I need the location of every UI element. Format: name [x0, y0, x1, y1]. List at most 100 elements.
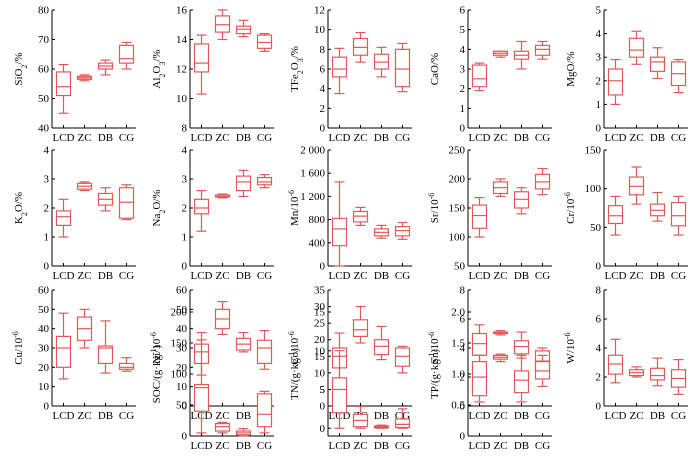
- y-tick-label: 0.5: [451, 400, 465, 412]
- box-lcd: [193, 190, 210, 232]
- y-axis-label: TFe2O3/%: [289, 46, 305, 92]
- y-tick-label: 6: [596, 314, 602, 326]
- category-label: ZC: [215, 440, 229, 452]
- category-label: ZC: [353, 270, 367, 282]
- box-cg: [534, 40, 551, 60]
- iqr-box: [373, 339, 390, 356]
- category-label: CG: [395, 270, 410, 282]
- category-label: LCD: [191, 440, 213, 452]
- panel-6: 0 1 2 3 4 Na2O/% LCD ZC DB CG: [151, 145, 274, 282]
- y-tick-label: 5: [460, 24, 466, 36]
- box-db: [97, 187, 114, 212]
- iqr-box: [513, 370, 530, 394]
- iqr-box: [235, 175, 252, 192]
- y-tick-label: 3: [460, 64, 466, 76]
- y-tick-label: 50: [38, 304, 50, 316]
- box-lcd: [331, 350, 348, 429]
- y-tick-label: 0: [182, 261, 188, 273]
- box-db: [649, 191, 666, 222]
- box-lcd: [55, 63, 72, 114]
- box-db: [373, 46, 390, 78]
- iqr-box: [55, 71, 72, 97]
- box-db: [235, 331, 252, 353]
- category-label: ZC: [493, 410, 507, 422]
- panel-3: 0 1 2 3 4 5 6 CaO/% LCD ZC DB CG: [429, 5, 552, 144]
- box-lcd: [55, 312, 72, 380]
- box-cg: [534, 167, 551, 196]
- y-tick-label: 1: [182, 232, 188, 244]
- iqr-box: [214, 15, 231, 33]
- y-tick-label: 35: [314, 285, 326, 297]
- iqr-box: [628, 37, 645, 58]
- y-tick-label: 5: [596, 5, 602, 17]
- box-lcd: [331, 181, 348, 267]
- y-tick-label: 1: [596, 99, 602, 111]
- y-tick-label: 4: [596, 28, 602, 40]
- category-label: ZC: [493, 440, 507, 452]
- box-cg: [256, 330, 273, 370]
- panel-7: 0 400 800 1 200 1 600 2 000 Mn/10-6 LCD ZC DB CG: [287, 145, 412, 282]
- box-db: [97, 320, 114, 374]
- iqr-box: [193, 43, 210, 73]
- y-tick-label: 15: [314, 307, 326, 319]
- y-axis-label: Mn/10-6: [287, 190, 302, 226]
- y-tick-label: 80: [38, 5, 50, 17]
- category-label: ZC: [353, 440, 367, 452]
- box-zc: [492, 178, 509, 197]
- box-zc: [352, 405, 369, 429]
- iqr-box: [471, 204, 488, 229]
- category-label: DB: [514, 440, 529, 452]
- category-label: DB: [374, 270, 389, 282]
- y-axis-label: Na2O/%: [151, 190, 167, 227]
- category-label: LCD: [329, 270, 351, 282]
- y-tick-label: 20: [314, 334, 326, 346]
- y-tick-label: 2: [44, 203, 50, 215]
- category-label: DB: [374, 440, 389, 452]
- category-label: LCD: [469, 270, 491, 282]
- y-axis-label: TN/(g·kg-1): [287, 348, 302, 400]
- iqr-box: [607, 68, 624, 96]
- panel-5: 0 1 2 3 4 K2O/% LCD ZC DB CG: [13, 145, 136, 282]
- y-tick-label: 1: [44, 232, 50, 244]
- y-tick-label: 40: [38, 323, 50, 335]
- iqr-box: [256, 339, 273, 365]
- iqr-box: [55, 210, 72, 226]
- category-label: ZC: [215, 132, 229, 144]
- y-tick-label: 10: [176, 93, 188, 105]
- y-tick-label: 100: [449, 232, 466, 244]
- iqr-box: [649, 367, 666, 381]
- y-tick-label: 4: [320, 83, 326, 95]
- box-zc: [352, 305, 369, 344]
- iqr-box: [607, 205, 624, 225]
- y-tick-label: 150: [585, 145, 602, 157]
- y-tick-label: 8: [460, 285, 466, 297]
- category-label: LCD: [605, 270, 627, 282]
- y-tick-label: 4: [44, 145, 50, 157]
- y-tick-label: 1: [460, 103, 466, 115]
- y-tick-label: 1.0: [451, 369, 465, 381]
- y-tick-label: 0: [182, 401, 188, 413]
- y-tick-label: 25: [314, 318, 326, 330]
- y-axis-label: Sr/10-6: [427, 193, 442, 224]
- y-tick-label: 12: [314, 5, 325, 17]
- iqr-box: [193, 383, 210, 412]
- y-tick-label: 60: [38, 285, 50, 297]
- y-tick-label: 50: [176, 304, 188, 316]
- y-tick-label: 400: [309, 237, 326, 249]
- box-lcd: [193, 339, 210, 434]
- iqr-box: [471, 332, 488, 356]
- box-db: [373, 224, 390, 239]
- category-label: LCD: [53, 132, 75, 144]
- y-tick-label: 0: [182, 431, 188, 443]
- y-tick-label: 4: [596, 343, 602, 355]
- category-label: CG: [257, 270, 272, 282]
- iqr-box: [193, 198, 210, 215]
- category-label: DB: [514, 270, 529, 282]
- y-tick-label: 2: [596, 372, 602, 384]
- iqr-box: [118, 44, 135, 64]
- iqr-box: [331, 377, 348, 414]
